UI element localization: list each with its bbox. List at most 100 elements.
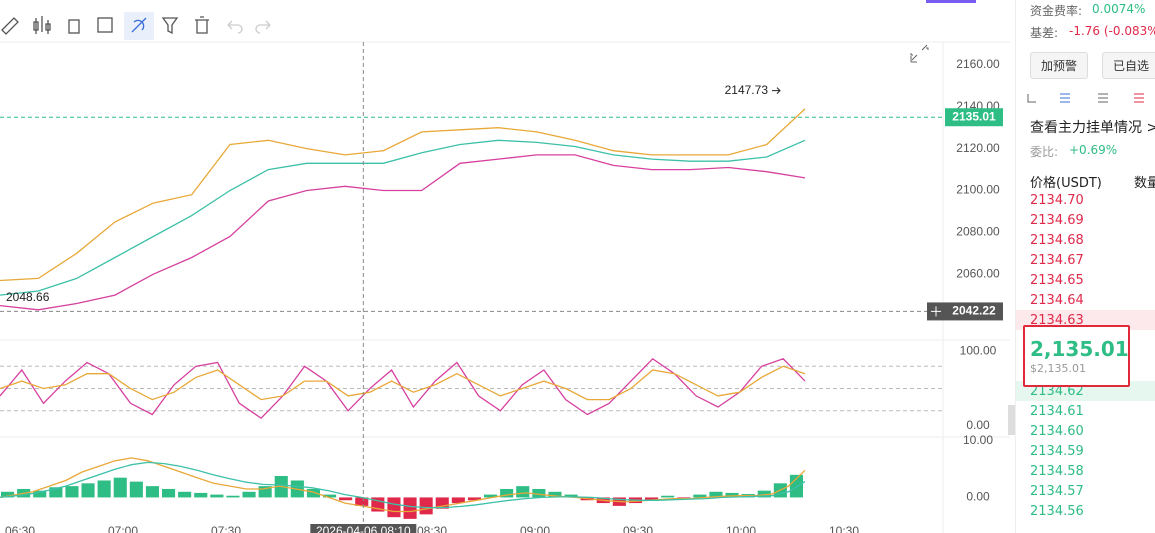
- macd-bar: [339, 497, 353, 501]
- indicator-line: [0, 154, 806, 311]
- basis-label: 基差:: [1030, 26, 1059, 40]
- book-price: 2134.62: [1030, 384, 1084, 399]
- tool-undo[interactable]: [227, 20, 243, 34]
- tool-timer[interactable]: [68, 19, 80, 34]
- tool-delete[interactable]: [195, 16, 209, 34]
- macd-bar: [693, 494, 707, 498]
- indicator-line: [0, 365, 806, 401]
- book-price: 2134.57: [1030, 484, 1084, 499]
- view-icon[interactable]: [1134, 93, 1144, 103]
- book-price: 2134.60: [1030, 424, 1084, 439]
- macd-bar: [226, 495, 240, 498]
- view-icon[interactable]: [1027, 94, 1036, 103]
- macd-bar: [661, 495, 675, 498]
- funding-value: 0.0074%: [1092, 2, 1146, 16]
- macd-bar: [129, 481, 143, 498]
- macd-bar: [500, 488, 514, 498]
- macd-bar: [178, 491, 192, 498]
- last-price-box: [1023, 325, 1130, 387]
- macd-bar: [532, 488, 546, 498]
- indicator-line: [0, 139, 806, 296]
- crosshair-price-label: 2042.22: [952, 304, 996, 318]
- right-panel: 资金费率: 0.0074% 基差: -1.76 (-0.083%) 加预警 已自…: [1015, 0, 1155, 533]
- funding-label: 资金费率:: [1030, 4, 1083, 18]
- toolbar: [1, 12, 271, 40]
- x-tick-label: 08:30: [417, 524, 447, 533]
- macd-bar: [242, 491, 256, 498]
- y-tick-label: 10.00: [963, 433, 993, 447]
- x-tick-label: 10:30: [829, 524, 859, 533]
- indicator-line: [0, 457, 806, 513]
- tool-note[interactable]: [97, 17, 113, 33]
- tool-active-bg: [124, 12, 154, 40]
- macd-bar: [1, 491, 15, 498]
- macd-bar: [419, 497, 433, 515]
- tool-magnet[interactable]: [131, 17, 147, 33]
- macd-bar: [789, 474, 803, 498]
- order-book: 2134.70 2134.69 2134.68 2134.67 2134.65 2134.…: [1016, 0, 1155, 533]
- macd-bar: [516, 486, 530, 498]
- macd-bar: [113, 477, 127, 498]
- macd-bar: [757, 490, 771, 498]
- view-icon[interactable]: [1060, 93, 1070, 103]
- panel-toggle[interactable]: [1008, 405, 1015, 435]
- current-price-tag: [945, 108, 1003, 127]
- macd-bar: [162, 488, 176, 498]
- macd-bar: [306, 488, 320, 498]
- x-tick-label: 07:30: [211, 524, 241, 533]
- book-price: 2134.63: [1030, 313, 1084, 328]
- macd-bar: [33, 490, 47, 498]
- depth-link[interactable]: 查看主力挂单情况 >: [1030, 120, 1155, 136]
- fullscreen-icon[interactable]: [910, 44, 929, 63]
- x-tick-label: 06:30: [5, 524, 35, 533]
- tool-draw[interactable]: [1, 17, 19, 35]
- y-tick-label: 2060.00: [956, 266, 1000, 280]
- tool-candles[interactable]: [33, 16, 51, 34]
- tool-redo[interactable]: [255, 20, 271, 34]
- macd-bar: [323, 494, 337, 498]
- book-price: 2134.64: [1030, 293, 1084, 308]
- book-view-icons: [1027, 93, 1144, 103]
- macd-bar: [484, 494, 498, 498]
- macd-bar: [725, 492, 739, 498]
- book-price: 2134.56: [1030, 504, 1084, 519]
- book-price: 2134.61: [1030, 404, 1084, 419]
- macd-bar: [97, 480, 111, 498]
- last-price: 2,135.01: [1030, 337, 1129, 361]
- macd-bar: [451, 497, 465, 504]
- qty-column: 数量: [1134, 176, 1155, 191]
- watchlist-button[interactable]: 已自选: [1102, 52, 1155, 79]
- high-arrow: [772, 87, 781, 94]
- x-tick-label: 07:00: [108, 524, 138, 533]
- macd-bar: [645, 497, 659, 501]
- y-tick-label: 0.00: [966, 490, 990, 504]
- book-price: 2134.65: [1030, 273, 1084, 288]
- tool-filter[interactable]: [161, 17, 179, 35]
- current-price-label: 2135.01: [952, 109, 996, 123]
- indicator-line: [0, 461, 806, 509]
- indicator-line: [0, 357, 806, 420]
- crosshair-price-tag: [945, 302, 1003, 321]
- x-tick-label: 09:30: [623, 524, 653, 533]
- y-tick-label: 100.00: [960, 344, 997, 358]
- alert-button[interactable]: 加预警: [1030, 52, 1089, 79]
- view-icon[interactable]: [1098, 93, 1108, 103]
- chart: 2060.002080.002100.002120.002140.002160.…: [0, 0, 1015, 533]
- plus-icon: [931, 306, 941, 317]
- y-tick-label: 2100.00: [956, 183, 1000, 197]
- basis-value: -1.76 (-0.083%): [1069, 24, 1155, 38]
- ratio-label: 委比:: [1030, 145, 1059, 159]
- y-tick-label: 2080.00: [956, 225, 1000, 239]
- book-price: 2134.70: [1030, 193, 1084, 208]
- book-price: 2134.58: [1030, 464, 1084, 479]
- y-tick-label: 0.00: [966, 418, 990, 432]
- price-column: 价格(USDT): [1030, 176, 1102, 191]
- y-tick-label: 2160.00: [956, 57, 1000, 71]
- macd-bar: [355, 497, 369, 506]
- macd-bar: [65, 486, 79, 498]
- macd-bar: [403, 497, 417, 519]
- macd-bar: [258, 486, 272, 498]
- macd-bar: [210, 494, 224, 498]
- macd-bar: [435, 497, 449, 509]
- macd-bar: [548, 491, 562, 498]
